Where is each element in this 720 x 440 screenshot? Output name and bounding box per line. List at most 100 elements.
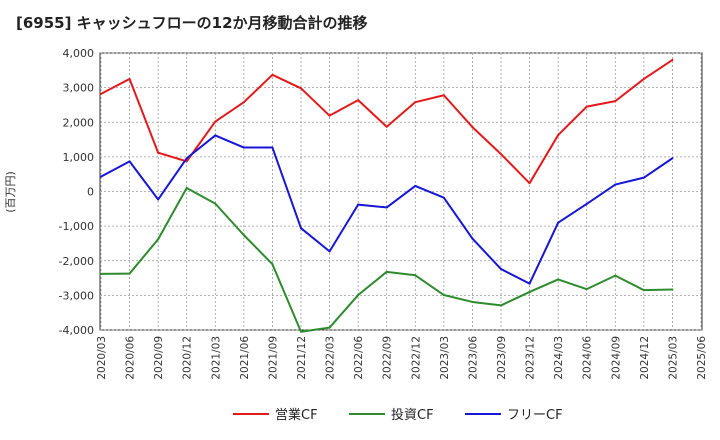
data-point [128,77,131,80]
data-point [442,196,445,199]
x-tick-label: 2021/09 [267,336,279,380]
data-point [471,237,474,240]
data-point [357,99,360,102]
x-tick-label: 2023/09 [496,336,508,380]
data-point [614,100,617,103]
data-point [442,94,445,97]
legend-label: 投資CF [391,407,434,423]
y-tick-label: -1,000 [59,220,94,233]
data-point [557,221,560,224]
data-point [185,157,188,160]
data-point [528,290,531,293]
x-tick-label: 2021/12 [296,336,308,380]
data-point [671,288,674,291]
data-point [385,206,388,209]
data-point [271,146,274,149]
data-point [157,198,160,201]
x-tick-label: 2020/03 [96,336,108,380]
grid-lines [100,52,702,331]
data-point [671,58,674,61]
data-point [614,274,617,277]
data-point [471,300,474,303]
data-point [642,77,645,80]
data-point [557,278,560,281]
data-point [442,294,445,297]
data-point [585,288,588,291]
x-tick-label: 2025/03 [667,336,679,380]
plot-area-group [99,52,703,333]
x-tick-label: 2020/06 [125,336,137,380]
y-tick-label: -4,000 [59,324,94,337]
x-tick-label: 2020/09 [153,336,165,380]
data-point [642,176,645,179]
data-point [500,304,502,307]
data-point [128,272,131,275]
data-point [100,272,102,275]
y-tick-label: -2,000 [59,255,94,268]
series-lines [100,58,674,333]
data-point [157,238,160,241]
data-point [614,183,617,186]
data-point [528,282,531,285]
data-point [271,73,274,76]
y-tick-label: 0 [87,186,94,199]
data-point [300,330,302,333]
data-point [214,134,217,137]
data-point [214,120,217,123]
x-tick-label: 2023/12 [525,336,537,380]
x-axis: 2020/03 2020/06 2020/09 2020/12 2021/03 2021/… [96,336,708,380]
data-point [385,125,388,128]
x-tick-label: 2021/03 [210,336,222,380]
x-tick-label: 2023/03 [439,336,451,380]
data-point [642,289,645,292]
data-point [528,182,531,185]
data-point [328,326,331,329]
legend: 営業CF 投資CF フリーCF [233,407,563,423]
data-point [357,294,360,297]
data-point [100,92,102,95]
data-point [357,203,360,206]
y-tick-label: -3,000 [59,289,94,302]
x-tick-label: 2020/12 [182,336,194,380]
data-point [242,101,245,104]
y-tick-label: 1,000 [63,151,95,164]
legend-label: 営業CF [275,407,318,423]
x-tick-label: 2024/09 [610,336,622,380]
data-point [300,87,302,90]
x-tick-label: 2021/06 [239,336,251,380]
x-tick-label: 2022/06 [353,336,365,380]
data-point [471,126,474,129]
y-axis-label: (百万円) [4,171,17,213]
x-tick-label: 2022/09 [382,336,394,380]
data-point [500,268,502,271]
y-tick-label: 3,000 [63,82,95,95]
x-tick-label: 2022/03 [325,336,337,380]
data-point [185,187,188,190]
data-point [100,175,102,178]
data-point [414,274,417,277]
data-point [242,234,245,237]
data-point [585,202,588,205]
data-point [671,157,674,160]
data-point [328,114,331,117]
x-tick-label: 2024/03 [553,336,565,380]
data-point [585,105,588,108]
data-point [557,134,560,137]
x-tick-label: 2025/06 [696,336,708,380]
data-point [128,160,131,163]
legend-label: フリーCF [507,408,563,423]
data-point [500,153,502,156]
data-point [414,184,417,187]
x-tick-label: 2023/06 [467,336,479,380]
data-point [328,250,331,253]
data-point [385,270,388,273]
data-point [300,227,302,230]
x-tick-label: 2024/06 [582,336,594,380]
data-point [157,151,160,154]
y-axis: 4,000 3,000 2,000 1,000 0 -1,000 -2,000 -3,000 -… [59,47,94,337]
data-point [414,101,417,104]
data-point [271,263,274,266]
y-tick-label: 4,000 [63,47,95,60]
data-point [214,202,217,205]
